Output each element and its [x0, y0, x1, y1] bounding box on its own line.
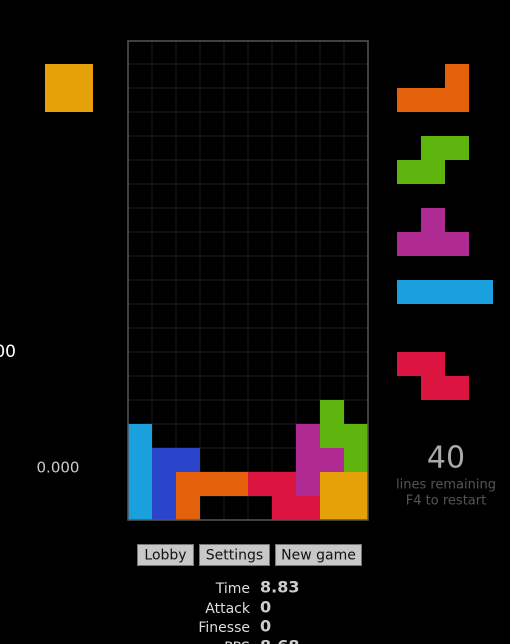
board-cell — [272, 472, 296, 496]
board-cell — [128, 472, 152, 496]
stat-label: PPS — [224, 640, 250, 644]
board-grid — [128, 41, 368, 520]
lines-count: 40 — [427, 441, 465, 476]
board-cell — [320, 448, 344, 472]
board-cell — [248, 472, 272, 496]
next-piece — [421, 376, 445, 400]
board-cell — [344, 424, 368, 448]
stat-label: Time — [215, 581, 250, 597]
next-piece — [397, 352, 421, 376]
hold-piece — [45, 88, 69, 112]
stat-value: 0 — [260, 617, 271, 636]
next-piece — [421, 136, 445, 160]
hold-piece — [45, 64, 69, 88]
board-cell — [176, 472, 200, 496]
hold-piece — [69, 88, 93, 112]
stat-value: 8.68 — [260, 637, 299, 644]
board-cell — [224, 472, 248, 496]
next-piece — [397, 232, 421, 256]
board-cell — [200, 472, 224, 496]
lines-caption: lines remaining — [396, 478, 496, 493]
board-cells — [128, 400, 368, 520]
board-cell — [320, 472, 344, 496]
preview-pieces — [45, 64, 493, 400]
board-cell — [176, 496, 200, 520]
board-cell — [344, 448, 368, 472]
restart-hint: F4 to restart — [406, 494, 486, 509]
next-piece — [469, 280, 493, 304]
board-cell — [296, 424, 320, 448]
next-piece — [445, 136, 469, 160]
board-cell — [320, 424, 344, 448]
board-cell — [152, 472, 176, 496]
board-cell — [320, 400, 344, 424]
board-cell — [176, 448, 200, 472]
next-piece — [421, 280, 445, 304]
board-cell — [128, 448, 152, 472]
board-cell — [344, 472, 368, 496]
button-label: New game — [281, 548, 356, 564]
board-cell — [296, 496, 320, 520]
board-cell — [128, 424, 152, 448]
next-piece — [445, 64, 469, 88]
next-piece — [445, 376, 469, 400]
timer: 0.000 — [37, 459, 80, 477]
next-piece — [397, 160, 421, 184]
next-piece — [421, 160, 445, 184]
stat-value: 0 — [260, 598, 271, 617]
next-piece — [421, 352, 445, 376]
board-cell — [320, 496, 344, 520]
stat-label: Attack — [205, 601, 251, 617]
board-cell — [296, 472, 320, 496]
new-game-button[interactable]: New game — [275, 544, 362, 566]
board-cell — [296, 448, 320, 472]
board-cell — [344, 496, 368, 520]
lobby-button[interactable]: Lobby — [137, 544, 194, 566]
next-piece — [397, 88, 421, 112]
button-label: Lobby — [144, 548, 186, 564]
hold-piece — [69, 64, 93, 88]
settings-button[interactable]: Settings — [199, 544, 270, 566]
board-cell — [272, 496, 296, 520]
next-piece — [421, 88, 445, 112]
board-cell — [152, 448, 176, 472]
next-piece — [397, 280, 421, 304]
score-fragment: 00 — [0, 342, 16, 362]
board-cell — [128, 496, 152, 520]
stat-label: Finesse — [198, 620, 250, 636]
next-piece — [421, 208, 445, 232]
stats: Time 8.83 Attack 0 Finesse 0 PPS 8.68 — [198, 578, 299, 644]
next-piece — [445, 232, 469, 256]
board-cell — [152, 496, 176, 520]
next-piece — [445, 88, 469, 112]
stat-value: 8.83 — [260, 578, 299, 597]
next-piece — [421, 232, 445, 256]
next-piece — [445, 280, 469, 304]
button-label: Settings — [206, 548, 263, 564]
board-border — [127, 40, 369, 521]
